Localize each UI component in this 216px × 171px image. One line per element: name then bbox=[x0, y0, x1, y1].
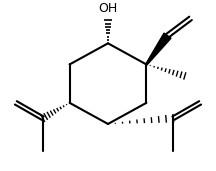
Text: OH: OH bbox=[98, 2, 118, 15]
Polygon shape bbox=[146, 33, 171, 65]
